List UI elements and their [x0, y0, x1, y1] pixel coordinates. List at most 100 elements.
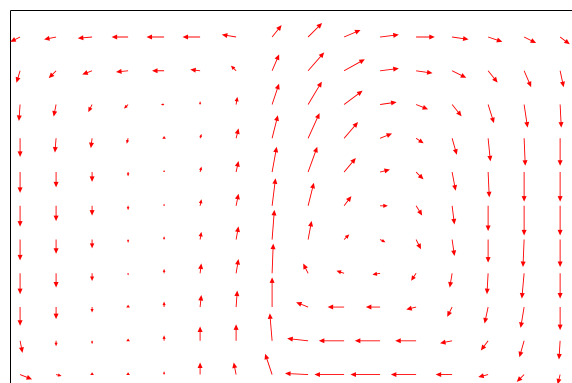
arrow — [53, 205, 59, 222]
arrow — [516, 374, 525, 382]
arrow — [90, 273, 95, 281]
arrow — [487, 104, 495, 124]
arrow — [487, 138, 493, 162]
arrow — [197, 326, 203, 341]
arrow — [395, 338, 417, 344]
arrow — [198, 294, 204, 308]
arrow — [520, 239, 526, 268]
arrow — [307, 182, 315, 206]
arrow — [17, 273, 23, 295]
arrow — [126, 205, 130, 211]
arrow — [16, 104, 22, 122]
arrow — [89, 205, 95, 216]
arrow — [162, 268, 166, 274]
arrow — [380, 100, 397, 106]
arrow — [522, 138, 528, 166]
arrow — [327, 304, 345, 310]
arrow — [198, 101, 202, 105]
arrow — [485, 239, 491, 263]
arrow — [162, 335, 166, 341]
arrow — [90, 307, 94, 313]
arrow — [126, 372, 130, 376]
arrow — [451, 138, 458, 155]
arrow — [162, 135, 166, 139]
arrow — [318, 338, 345, 344]
arrow — [287, 336, 309, 342]
arrow — [478, 373, 489, 379]
arrow — [354, 338, 381, 344]
arrow — [55, 373, 62, 377]
arrow — [343, 59, 365, 72]
arrow — [314, 372, 345, 378]
arrow — [296, 301, 309, 308]
arrow — [487, 36, 503, 43]
arrow — [271, 115, 279, 139]
arrow — [518, 340, 525, 358]
arrow — [17, 205, 23, 227]
arrow — [89, 239, 95, 249]
arrow — [307, 220, 314, 240]
arrow — [234, 96, 239, 105]
arrow — [52, 138, 58, 153]
arrow — [307, 81, 322, 105]
arrow — [480, 340, 489, 351]
arrow — [44, 35, 57, 41]
arrow — [198, 263, 204, 274]
arrow — [343, 122, 359, 139]
arrow — [151, 68, 165, 74]
arrow — [343, 196, 352, 207]
arrow — [271, 209, 277, 240]
arrow — [198, 199, 203, 206]
arrow — [54, 340, 58, 347]
arrow — [160, 103, 165, 106]
arrow — [267, 313, 273, 341]
arrow — [415, 171, 424, 180]
arrow — [199, 133, 202, 139]
arrow — [343, 157, 356, 173]
arrow — [411, 273, 417, 281]
arrow — [126, 239, 130, 243]
arrow — [271, 83, 280, 105]
arrow — [485, 205, 491, 232]
arrow — [451, 205, 457, 225]
arrow — [343, 29, 361, 38]
arrow — [197, 362, 203, 375]
arrow — [557, 172, 563, 202]
arrow — [307, 146, 318, 173]
arrow — [451, 239, 457, 257]
arrow — [89, 138, 95, 149]
arrow — [452, 36, 469, 42]
arrow — [234, 290, 240, 308]
arrow — [17, 138, 23, 157]
arrow — [415, 104, 429, 110]
arrow — [111, 34, 129, 40]
arrow — [198, 231, 203, 240]
arrow — [190, 67, 201, 73]
arrow — [519, 273, 525, 299]
arrow — [271, 178, 278, 206]
arrow — [372, 271, 381, 276]
arrow — [447, 306, 453, 317]
arrow — [416, 69, 433, 75]
arrow — [53, 307, 59, 320]
arrow — [126, 172, 130, 177]
arrow — [15, 70, 21, 83]
arrow — [90, 340, 94, 345]
arrow — [523, 104, 530, 128]
arrow — [270, 243, 276, 274]
arrow — [343, 234, 350, 240]
arrow — [17, 239, 23, 261]
arrow — [451, 171, 458, 191]
arrow — [18, 340, 24, 353]
arrow — [199, 166, 203, 173]
arrow — [271, 54, 280, 71]
arrow — [88, 104, 93, 113]
arrow — [557, 205, 563, 236]
arrow — [307, 23, 323, 38]
arrow — [271, 25, 282, 38]
arrow — [221, 33, 237, 38]
arrow — [126, 304, 130, 308]
arrow — [234, 128, 240, 139]
